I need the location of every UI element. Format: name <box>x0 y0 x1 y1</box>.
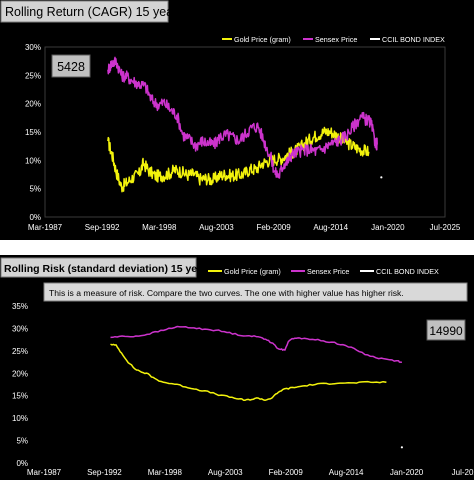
return-x-tick-label: Mar-1998 <box>142 223 177 232</box>
risk-x-tick-label: Aug-2003 <box>208 468 243 477</box>
risk-y-tick-label: 30% <box>12 324 28 333</box>
risk-y-tick-label: 10% <box>12 414 28 423</box>
chart-separator <box>0 240 474 255</box>
return-y-tick-label: 25% <box>25 71 41 80</box>
return-x-tick-label: Sep-1992 <box>85 223 120 232</box>
risk-title-box <box>0 257 197 278</box>
return-legend: Gold Price (gram) Sensex Price CCIL BOND I… <box>222 35 445 44</box>
return-series-1-line <box>107 56 378 179</box>
return-plot-frame <box>44 46 446 218</box>
return-counter-value: 5428 <box>57 60 85 74</box>
risk-y-tick-label: 0% <box>16 459 28 468</box>
return-y-tick-label: 15% <box>25 128 41 137</box>
risk-series-layer <box>110 325 403 449</box>
risk-annotation-box <box>43 282 468 302</box>
risk-y-axis: 0% 5% 10% 15% 20% 25% 30% 35% <box>12 302 28 468</box>
return-x-tick-label: Aug-2003 <box>199 223 234 232</box>
return-legend-label-1: Sensex Price <box>315 35 357 44</box>
risk-x-tick-label: Jan-2020 <box>390 468 424 477</box>
risk-y-tick-label: 5% <box>16 437 28 446</box>
return-legend-label-0: Gold Price (gram) <box>234 35 291 44</box>
return-title-box <box>0 0 169 23</box>
risk-legend: Gold Price (gram) Sensex Price CCIL BOND I… <box>208 267 439 276</box>
return-x-tick-label: Jan-2020 <box>371 223 405 232</box>
return-y-tick-label: 0% <box>29 213 41 222</box>
risk-chart-title: Rolling Risk (standard deviation) 15 yea… <box>4 263 213 275</box>
return-x-axis: Mar-1987 Sep-1992 Mar-1998 Aug-2003 Feb-2009… <box>28 223 461 232</box>
risk-x-tick-label: Jul-2025 <box>452 468 474 477</box>
return-legend-label-2: CCIL BOND INDEX <box>382 35 445 44</box>
risk-counter-value: 14990 <box>429 324 463 338</box>
return-series-layer <box>107 56 383 193</box>
risk-y-tick-label: 25% <box>12 347 28 356</box>
risk-y-tick-label: 20% <box>12 369 28 378</box>
return-y-axis: 0% 5% 10% 15% 20% 25% 30% <box>25 43 41 222</box>
return-x-tick-label: Aug-2014 <box>313 223 348 232</box>
return-y-tick-label: 10% <box>25 156 41 165</box>
risk-x-tick-label: Mar-1987 <box>27 468 62 477</box>
return-y-tick-label: 5% <box>29 185 41 194</box>
return-chart-background <box>0 0 474 240</box>
risk-y-tick-label: 35% <box>12 302 28 311</box>
return-x-tick-label: Jul-2025 <box>430 223 461 232</box>
return-y-tick-label: 30% <box>25 43 41 52</box>
return-y-tick-label: 20% <box>25 100 41 109</box>
risk-x-tick-label: Aug-2014 <box>329 468 364 477</box>
risk-legend-label-0: Gold Price (gram) <box>224 267 281 276</box>
risk-series-2-point <box>400 446 403 449</box>
risk-y-tick-label: 15% <box>12 392 28 401</box>
return-x-tick-label: Mar-1987 <box>28 223 63 232</box>
risk-annotation: This is a measure of risk. Compare the t… <box>49 288 404 298</box>
risk-x-axis: Mar-1987 Sep-1992 Mar-1998 Aug-2003 Feb-2009… <box>27 468 474 477</box>
risk-legend-label-1: Sensex Price <box>307 267 349 276</box>
risk-x-tick-label: Sep-1992 <box>87 468 122 477</box>
return-counter-badge <box>51 54 91 78</box>
return-series-2-point <box>380 176 383 179</box>
return-series-0-line <box>107 126 370 193</box>
risk-counter-badge <box>426 319 466 341</box>
risk-series-1-line <box>110 325 402 363</box>
risk-series-0-line <box>110 343 387 402</box>
risk-x-tick-label: Mar-1998 <box>148 468 183 477</box>
return-x-tick-label: Feb-2009 <box>256 223 291 232</box>
risk-legend-label-2: CCIL BOND INDEX <box>376 267 439 276</box>
risk-x-tick-label: Feb-2009 <box>269 468 304 477</box>
return-chart-title: Rolling Return (CAGR) 15 years <box>5 5 184 19</box>
